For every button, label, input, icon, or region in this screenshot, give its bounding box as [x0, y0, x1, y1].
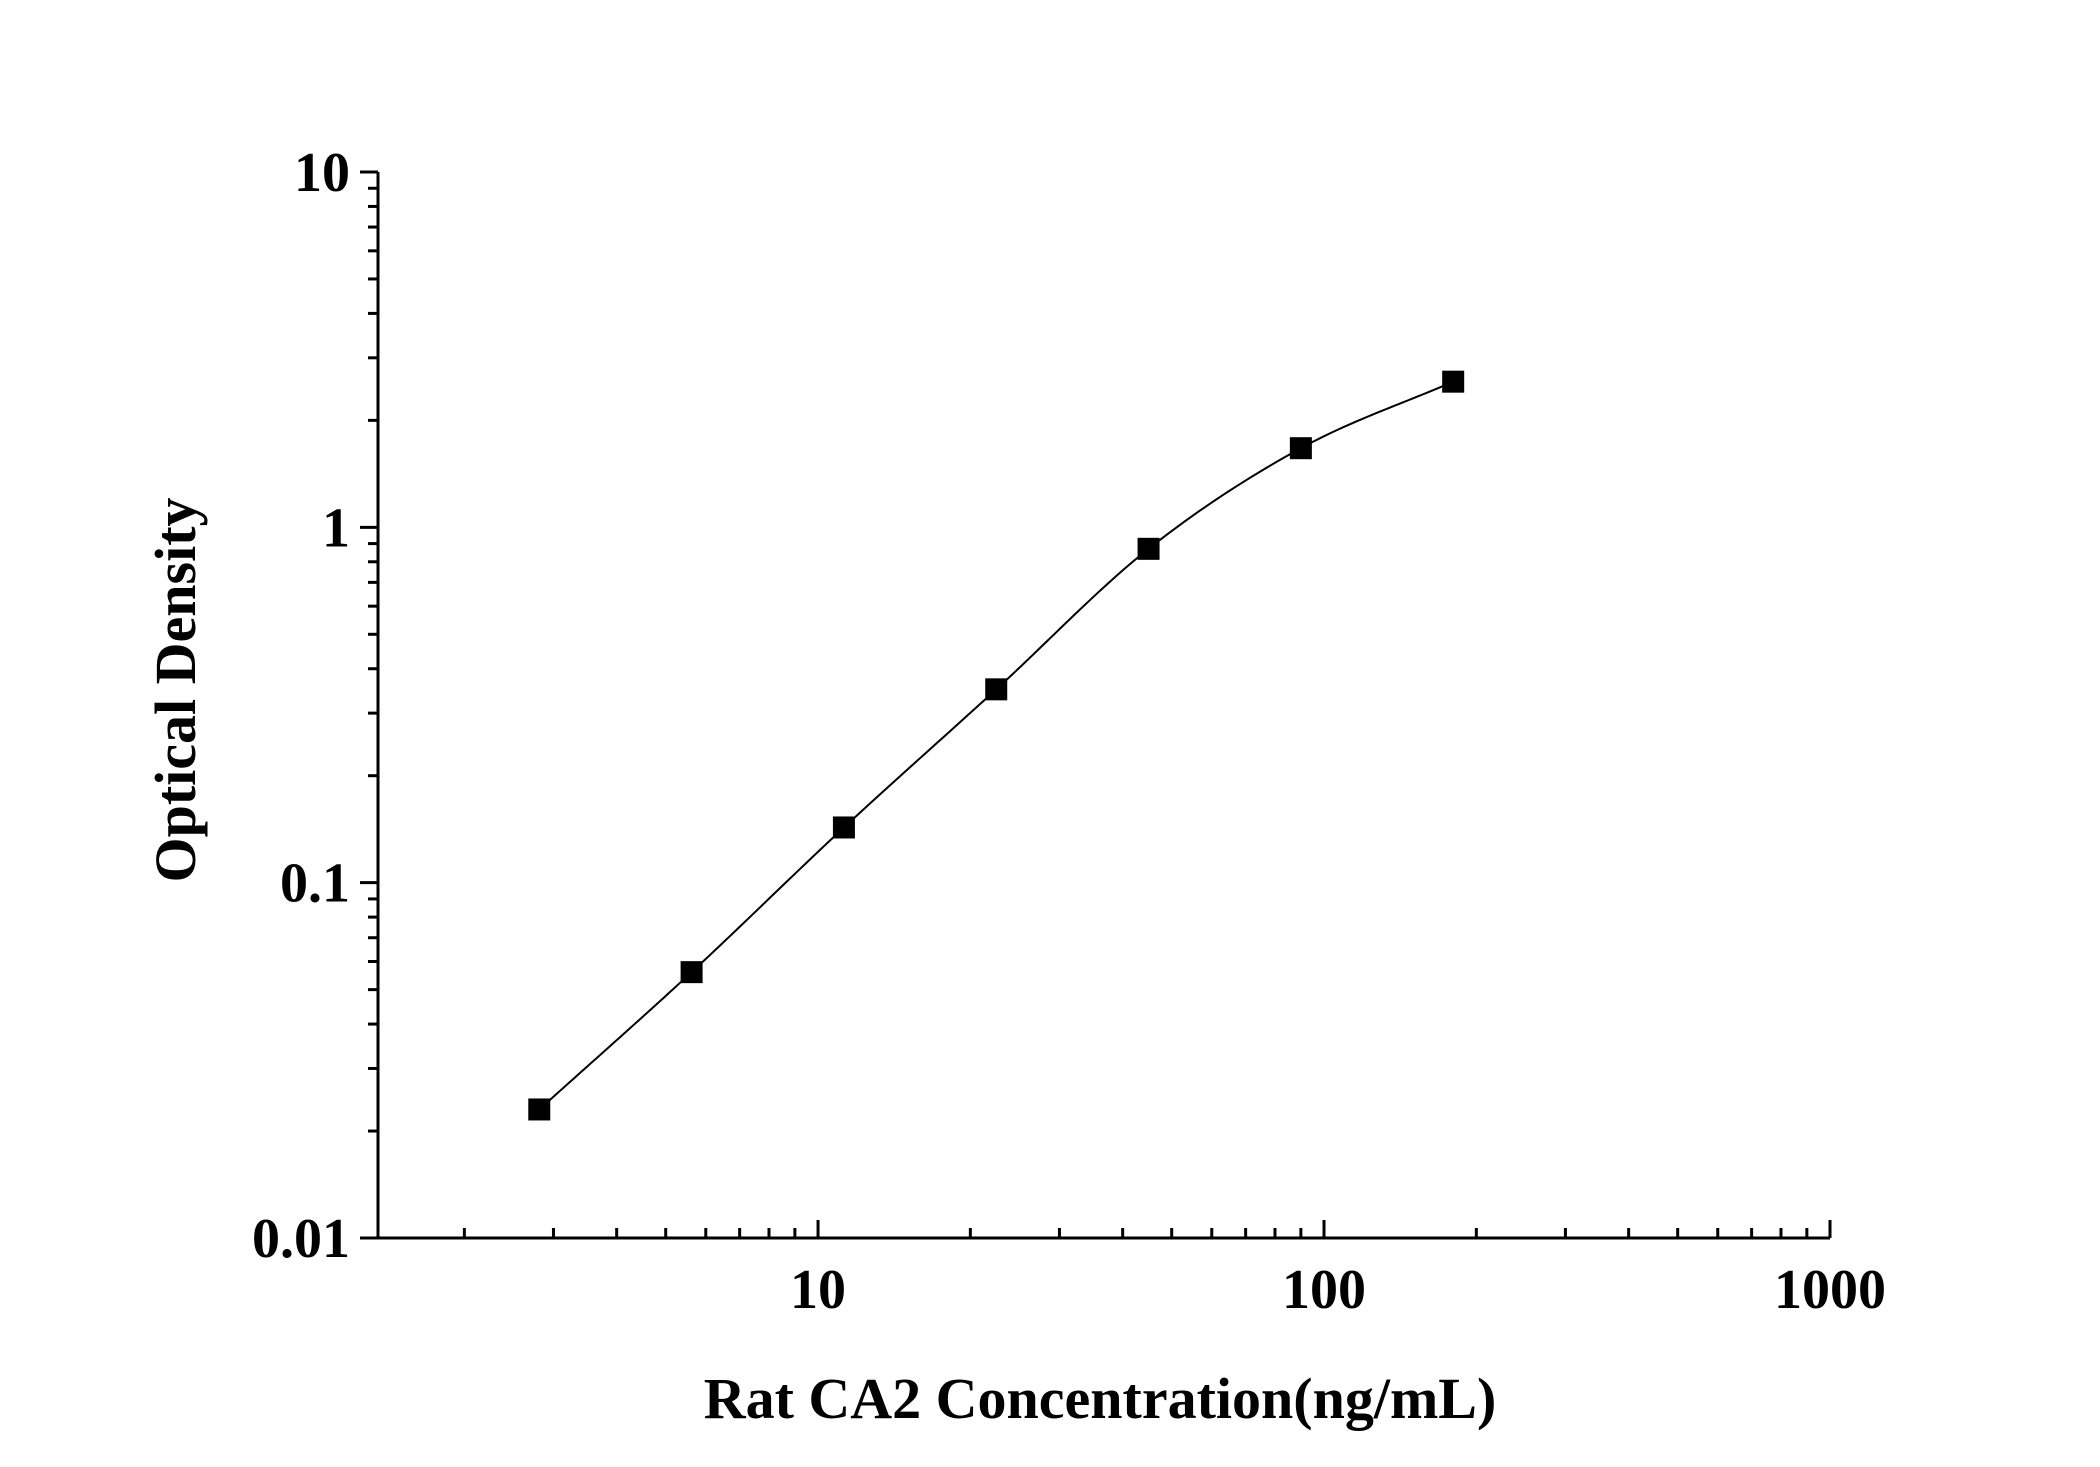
data-markers: [528, 370, 1465, 1121]
data-point: [1137, 537, 1160, 560]
data-point: [1442, 370, 1465, 393]
y-axis-title: Optical Density: [143, 497, 208, 882]
fit-curve-line: [540, 380, 1454, 1120]
y-tick-labels: 0.01 0.1 1 10: [252, 142, 350, 1270]
x-axis-title: Rat CA2 Concentration(ng/mL): [704, 1366, 1497, 1431]
x-tick-label: 1000: [1774, 1259, 1886, 1321]
data-point: [528, 1098, 551, 1121]
x-tick-labels: 10 100 1000: [790, 1259, 1886, 1321]
axes: [360, 170, 1832, 1240]
data-point: [1289, 437, 1312, 460]
x-tick-label: 10: [790, 1259, 846, 1321]
fit-curve: [540, 380, 1454, 1120]
data-point: [985, 678, 1008, 701]
y-tick-label: 0.1: [280, 853, 350, 915]
x-tick-label: 100: [1282, 1259, 1366, 1321]
y-tick-label: 10: [294, 142, 350, 204]
y-tick-label: 0.01: [252, 1208, 350, 1270]
data-point: [680, 961, 703, 984]
y-tick-label: 1: [322, 497, 350, 559]
data-point: [832, 816, 855, 839]
